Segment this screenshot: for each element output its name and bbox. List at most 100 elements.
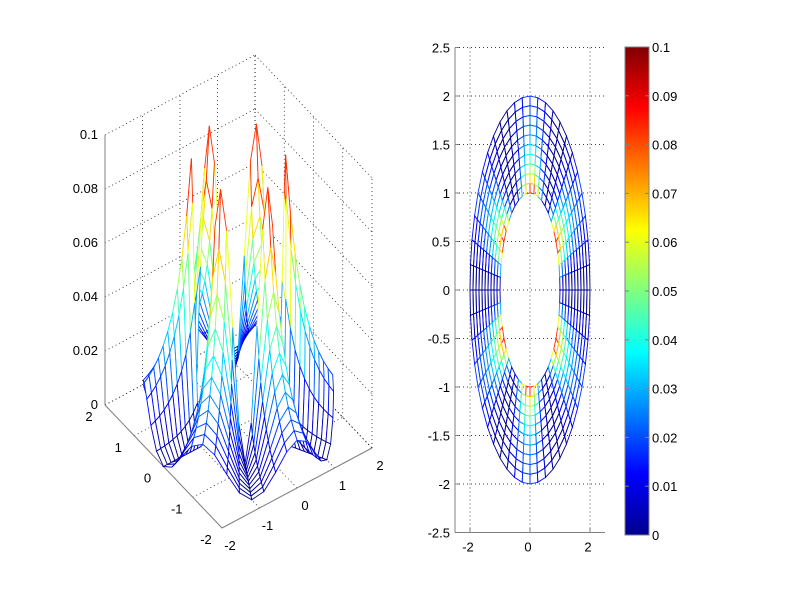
- z-tick-label: 0.02: [73, 343, 98, 358]
- y-tick-label: 2: [85, 409, 92, 424]
- mesh-cell: [529, 424, 537, 437]
- mesh-cell: [523, 433, 531, 446]
- z-tick-label: 0.06: [73, 235, 98, 250]
- mesh-cell: [524, 395, 531, 407]
- z-tick-label: 0: [91, 397, 98, 412]
- grid-line: [254, 162, 373, 287]
- mesh-cell: [582, 336, 589, 366]
- mesh-cell: [529, 414, 536, 427]
- colorbar-tick-label: 0.1: [652, 40, 670, 55]
- mesh-cell: [522, 124, 531, 137]
- grid-line: [254, 54, 373, 179]
- z-tick-label: 0.08: [73, 181, 98, 196]
- x-tick-label: -2: [462, 540, 474, 555]
- mesh-cell: [536, 467, 546, 484]
- grid-line: [104, 54, 256, 136]
- y-tick-label: 1: [115, 440, 122, 455]
- mesh-cell: [471, 336, 478, 366]
- mesh-cell: [474, 191, 482, 221]
- colorbar-tick-label: 0.06: [652, 235, 677, 250]
- mesh-cell: [506, 459, 516, 479]
- mesh-cell: [529, 163, 536, 176]
- y-tick-label: -0.5: [428, 332, 450, 347]
- mesh-cell: [529, 134, 537, 147]
- colorbar-tick-label: 0.03: [652, 382, 677, 397]
- mesh-cell: [469, 289, 474, 316]
- x-tick-label: -1: [262, 518, 274, 533]
- colorbar: 0 0.01 0.02 0.03 0.04 0.05 0.06 0.07 0.08 0.09 0.1: [624, 40, 677, 543]
- mesh-3d-axes: 0 0.02 0.04 0.06 0.08 0.1 -2 -1 0 1 2 -2 -1 0 1 2: [73, 54, 384, 553]
- mesh-cell: [523, 424, 531, 437]
- mesh-cell: [469, 264, 474, 291]
- mesh-cell: [529, 182, 535, 195]
- mesh-cell: [525, 385, 531, 398]
- x-axis: [221, 447, 373, 529]
- y-tick-label: -1.5: [428, 429, 450, 444]
- mesh-cell: [529, 124, 538, 137]
- mesh-cell: [529, 153, 536, 166]
- mesh-cell: [529, 443, 538, 456]
- mesh-cell: [508, 441, 518, 460]
- y-tick-label: 0: [144, 471, 151, 486]
- mesh-cell: [584, 238, 590, 267]
- y-tick-label: 2.5: [432, 41, 450, 56]
- mesh-cell: [523, 134, 531, 147]
- colorbar-tick-label: 0.08: [652, 138, 677, 153]
- y-tick-label: 2: [443, 89, 450, 104]
- mesh-cell: [574, 380, 583, 410]
- mesh-cell: [543, 110, 553, 130]
- y-tick-label: 0: [443, 283, 450, 298]
- mesh-cell: [586, 289, 591, 316]
- x-tick-label: 1: [339, 478, 346, 493]
- mesh-cell: [582, 214, 589, 244]
- z-tick-label: 0.04: [73, 289, 98, 304]
- mesh-cell: [524, 414, 531, 427]
- mesh-cell: [470, 313, 476, 342]
- y-tick-label: -2: [200, 532, 212, 547]
- mesh-cell: [524, 153, 531, 166]
- colorbar-tick-label: 0.07: [652, 186, 677, 201]
- y-tick-label: 0.5: [432, 235, 450, 250]
- mesh-cell: [529, 95, 539, 108]
- mesh-cell: [470, 238, 476, 267]
- mesh-cell: [521, 472, 531, 485]
- grid-line: [104, 162, 256, 244]
- mesh-cell: [522, 443, 531, 456]
- mesh-cell: [523, 143, 531, 156]
- colorbar-tick-label: 0.02: [652, 430, 677, 445]
- y-tick-label: 1.5: [432, 138, 450, 153]
- colorbar-tick-label: 0.04: [652, 333, 677, 348]
- mesh-2d-axes: 2.5 2 1.5 1 0.5 0 -0.5 -1 -1.5 -2 -2.5 -2 0 2: [428, 41, 605, 555]
- mesh-cell: [529, 143, 537, 156]
- mesh-cell: [529, 472, 539, 485]
- x-tick-label: 2: [584, 540, 591, 555]
- mesh-cell: [544, 101, 554, 121]
- mesh-cell: [514, 467, 524, 484]
- mesh-cell: [536, 96, 546, 113]
- y-tick-label: 1: [443, 186, 450, 201]
- y-tick-label: -1: [438, 380, 450, 395]
- mesh-cell: [514, 96, 524, 113]
- z-tick-label: 0.1: [80, 127, 98, 142]
- x-tick-label: 0: [524, 540, 531, 555]
- mesh-cell: [529, 433, 537, 446]
- mesh-cell: [542, 120, 552, 139]
- y-tick-label: -1: [171, 501, 183, 516]
- mesh-cell: [586, 264, 591, 291]
- mesh-cell: [529, 173, 536, 185]
- x-tick-label: -2: [224, 538, 236, 553]
- mesh-cell: [524, 404, 531, 417]
- mesh-cell: [578, 359, 586, 389]
- x-tick-label: 0: [301, 498, 308, 513]
- mesh-cell: [521, 95, 531, 108]
- mesh-cell: [584, 313, 590, 342]
- colorbar-tick-label: 0.05: [652, 284, 677, 299]
- colorbar-tick-label: 0: [652, 528, 659, 543]
- mesh-cell: [507, 450, 517, 470]
- mesh-face: [226, 466, 240, 495]
- colorbar-tick-label: 0.09: [652, 89, 677, 104]
- x-tick-label: 2: [376, 458, 383, 473]
- y-tick-label: -2.5: [428, 526, 450, 541]
- y-tick-label: -2: [438, 477, 450, 492]
